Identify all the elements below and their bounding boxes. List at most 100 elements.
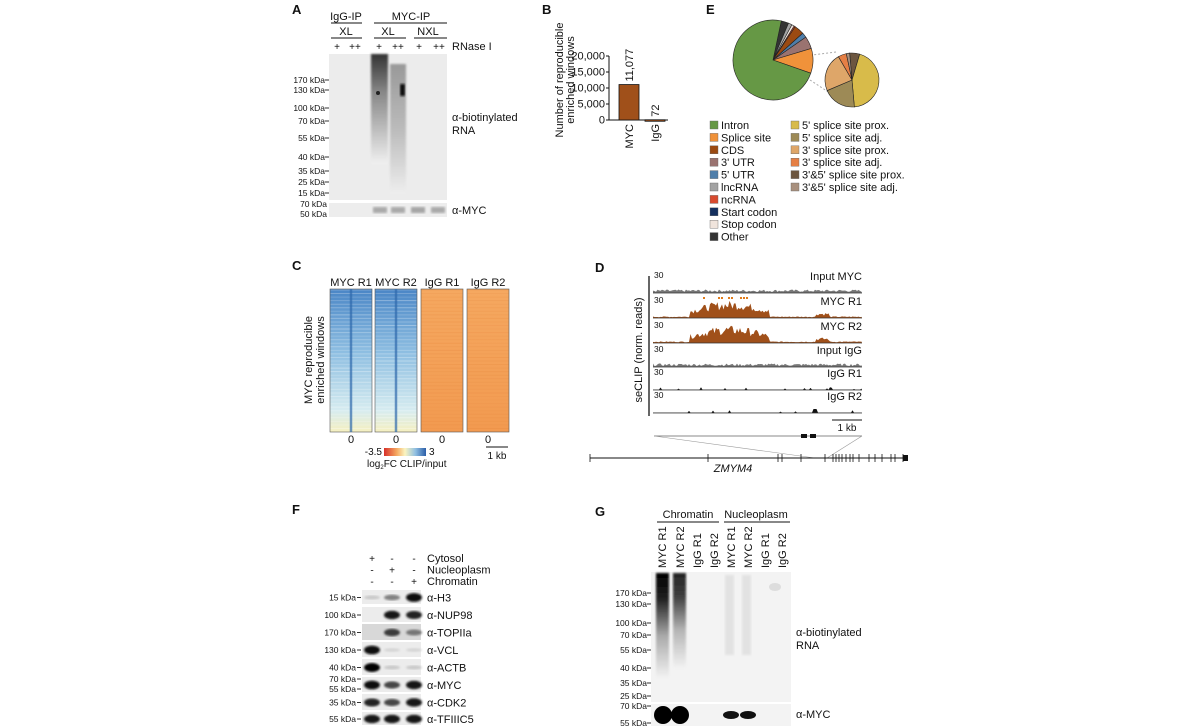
coverage-track-myc-r2 [653,325,862,343]
y-tick-label: 10,000 [571,83,605,95]
pie-connector [803,51,837,57]
probe-label: α-H3 [427,593,451,605]
protein-band [364,595,380,600]
y-axis-title: enriched windows [315,316,327,404]
protein-band [364,698,380,707]
marker-label: 15 kDa [298,188,325,198]
marker-label: 170 kDa [293,75,325,85]
legend-swatch [709,133,719,142]
legend-swatch [709,145,719,155]
panel-d: D seCLIP (norm. reads) 30 Input MYC 30 MYC … [589,260,908,475]
protein-band [384,594,400,601]
enriched-window-marker [728,297,730,299]
legend-label: CDS [721,145,744,157]
panel-label-e: E [706,2,715,17]
blot-spot [400,84,405,96]
heatmap-center-tick: 0 [348,434,354,446]
track-label: MYC R1 [820,296,862,308]
marker-label: 55 kDa [329,684,356,694]
main-pie-slice-intron [732,19,812,101]
legend-swatch [709,232,719,241]
legend-label: Splice site [721,132,771,144]
marker-label: 70 kDa [300,199,327,209]
splice-pie-slice-5-splice-site-prox- [851,53,880,108]
fraction-mark: - [370,566,373,577]
protein-band [406,593,422,602]
track-label: Input MYC [810,271,862,283]
protein-band [406,648,422,652]
colorbar-label-pre: log [367,459,380,470]
rnase-mark: + [334,42,340,53]
legend-label: Start codon [721,207,777,219]
enriched-window-marker [721,297,723,299]
myc-band [411,207,425,213]
colorbar-min: -3.5 [365,447,383,458]
probe-label: α-NUP98 [427,610,472,622]
marker-label: 25 kDa [298,177,325,187]
myc-band [391,207,405,213]
legend-swatch [790,133,800,142]
protein-band [406,629,422,636]
fraction-mark: - [370,577,373,588]
panel-label-c: C [292,258,302,273]
legend-label: ncRNA [721,194,757,206]
legend-label: Intron [721,120,749,132]
protein-band [384,628,400,637]
y-tick-label: 5,000 [577,99,605,111]
splice-pie-slice-3-5-splice-site-adj- [845,52,853,81]
fraction-label: Nucleoplasm [427,565,491,577]
group-label: Chromatin [663,509,714,521]
protein-band [364,663,380,672]
panel-g: G Chromatin Nucleoplasm MYC R1 MYC R2 IgG … [595,504,862,727]
gene-end [903,455,908,461]
marker-label: 25 kDa [620,691,647,701]
colorbar-label: log2FC CLIP/input [367,459,447,471]
y-axis-title: seCLIP (norm. reads) [633,298,645,403]
enriched-window-marker [746,297,748,299]
panel-label-a: A [292,2,302,17]
myc-band [740,711,756,719]
lane-label: MYC R2 [743,526,755,568]
fraction-label: Cytosol [427,553,464,565]
legend-swatch [790,145,800,155]
group-label: Nucleoplasm [724,509,788,521]
smear-lane [390,64,406,194]
marker-label: 55 kDa [620,645,647,655]
track-scale: 30 [654,295,664,305]
enriched-window-marker [740,297,742,299]
heatmap-center-tick: 0 [485,434,491,446]
probe-label: RNA [452,125,476,137]
protein-band [406,665,422,670]
y-axis-title: MYC reproducible [303,316,315,404]
bar-value-label: 11,077 [624,49,636,82]
fraction-mark: - [390,577,393,588]
legend-swatch [709,195,719,204]
track-scale: 30 [654,344,664,354]
bar-igg [644,119,666,122]
marker-label: 40 kDa [298,152,325,162]
panel-label-g: G [595,504,605,519]
track-scale: 30 [654,270,664,280]
marker-label: 55 kDa [620,718,647,727]
marker-label: 70 kDa [620,630,647,640]
marker-label: 70 kDa [298,116,325,126]
probe-label: α-MYC [427,680,462,692]
condition-label: XL [339,26,352,38]
fraction-mark: + [389,566,395,577]
x-tick-label: IgG [650,124,662,142]
legend-label: 3' splice site adj. [802,157,882,169]
splice-pie-slice-3-splice-site-prox- [824,56,853,91]
protein-band [384,665,400,670]
y-tick-label: 20,000 [571,51,605,63]
colorbar-label-post: FC CLIP/input [384,459,447,470]
bar-value-label: 72 [650,105,662,117]
heatmap-igg-r2 [466,288,510,433]
marker-label: 55 kDa [329,714,356,724]
probe-label: α-biotinylated [452,112,518,124]
marker-label: 40 kDa [329,663,356,673]
y-axis-title: Number of reproducible [554,23,566,138]
protein-band [406,610,422,620]
legend-swatch [709,170,719,179]
